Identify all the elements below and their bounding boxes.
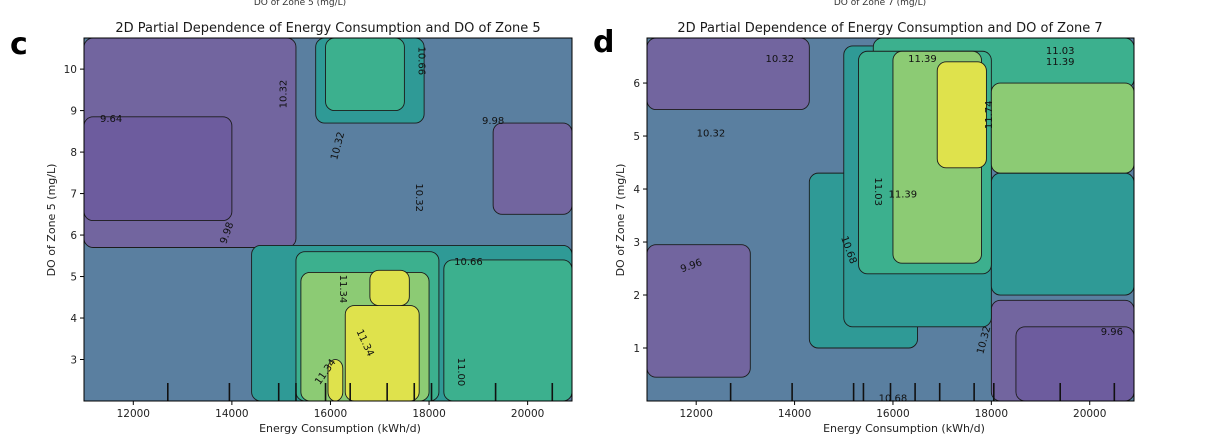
contour-region-11: [936, 61, 987, 169]
panel-d-ylabel: DO of Zone 7 (mg/L): [614, 164, 627, 277]
contour-region-1: [647, 244, 751, 378]
contour-label-1: 11.39: [908, 54, 937, 65]
y-tick-label: 2: [633, 290, 640, 302]
x-tick-label: 20000: [1073, 408, 1106, 420]
panel-c-clipped-label: DO of Zone 5 (mg/L): [254, 0, 346, 8]
contour-label-0: 9.64: [100, 114, 122, 125]
contour-label-1: 10.32: [279, 80, 290, 109]
contour-region-6: [990, 172, 1134, 296]
contour-region-9: [344, 305, 420, 401]
y-tick-label: 3: [633, 237, 640, 249]
y-tick-label: 6: [633, 78, 640, 90]
panel-d: DO of Zone 7 (mg/L) d 2D Partial Depende…: [593, 0, 1135, 435]
y-tick-label: 6: [70, 230, 77, 242]
contour-label-6: 11.03: [872, 177, 883, 206]
y-tick-label: 8: [70, 147, 77, 159]
x-tick-label: 18000: [412, 408, 445, 420]
panel-c-xlabel: Energy Consumption (kWh/d): [259, 422, 421, 435]
panel-c-letter: c: [10, 27, 28, 62]
contour-region-10: [369, 269, 410, 307]
contour-region-2: [492, 122, 572, 215]
contour-label-3: 11.39: [1046, 57, 1075, 68]
panel-d-clipped-label: DO of Zone 7 (mg/L): [834, 0, 926, 8]
contour-label-5: 10.32: [413, 183, 424, 212]
contour-label-11: 9.96: [1101, 327, 1123, 338]
contour-region-6: [443, 259, 572, 401]
y-tick-label: 10: [64, 64, 77, 76]
contour-label-7: 11.39: [888, 189, 917, 200]
y-tick-label: 4: [633, 184, 640, 196]
contour-label-0: 10.32: [765, 54, 794, 65]
y-tick-label: 3: [70, 355, 77, 367]
axes-frame: [83, 37, 573, 402]
x-tick-label: 12000: [117, 408, 150, 420]
panel-c-ylabel: DO of Zone 5 (mg/L): [45, 164, 58, 277]
contour-label-8: 11.34: [337, 275, 348, 304]
contour-label-4: 10.32: [697, 128, 726, 139]
contour-region-10: [990, 82, 1134, 174]
x-tick-label: 16000: [314, 408, 347, 420]
y-tick-label: 5: [633, 131, 640, 143]
contour-region-1: [84, 116, 233, 221]
axes-frame: [646, 37, 1135, 402]
contour-region-4: [325, 38, 405, 112]
panel-d-xlabel: Energy Consumption (kWh/d): [823, 422, 985, 435]
panel-d-letter: d: [593, 25, 614, 60]
contour-label-2: 10.66: [416, 46, 427, 75]
panel-c-plot-area: 9.6410.3210.6610.329.9810.329.9810.6611.…: [64, 37, 573, 420]
y-tick-label: 4: [70, 313, 77, 325]
contour-label-11: 11.00: [455, 358, 466, 387]
contour-region-0: [647, 38, 810, 110]
panel-c: DO of Zone 5 (mg/L) c 2D Partial Depende…: [10, 0, 573, 435]
x-tick-label: 18000: [975, 408, 1008, 420]
contour-label-2: 11.03: [1046, 46, 1075, 57]
x-tick-label: 14000: [778, 408, 811, 420]
x-tick-label: 16000: [876, 408, 909, 420]
panel-d-title: 2D Partial Dependence of Energy Consumpt…: [677, 21, 1102, 36]
y-tick-label: 1: [633, 343, 640, 355]
x-tick-label: 20000: [511, 408, 544, 420]
y-tick-label: 5: [70, 272, 77, 284]
contour-label-5: 11.74: [984, 101, 995, 130]
y-tick-label: 9: [70, 106, 77, 118]
x-tick-label: 14000: [215, 408, 248, 420]
contour-label-12: 10.68: [879, 393, 908, 404]
panel-c-title: 2D Partial Dependence of Energy Consumpt…: [115, 21, 540, 36]
contour-label-4: 9.98: [482, 116, 504, 127]
y-tick-label: 7: [70, 189, 77, 201]
x-tick-label: 12000: [679, 408, 712, 420]
contour-label-7: 10.66: [454, 257, 483, 268]
